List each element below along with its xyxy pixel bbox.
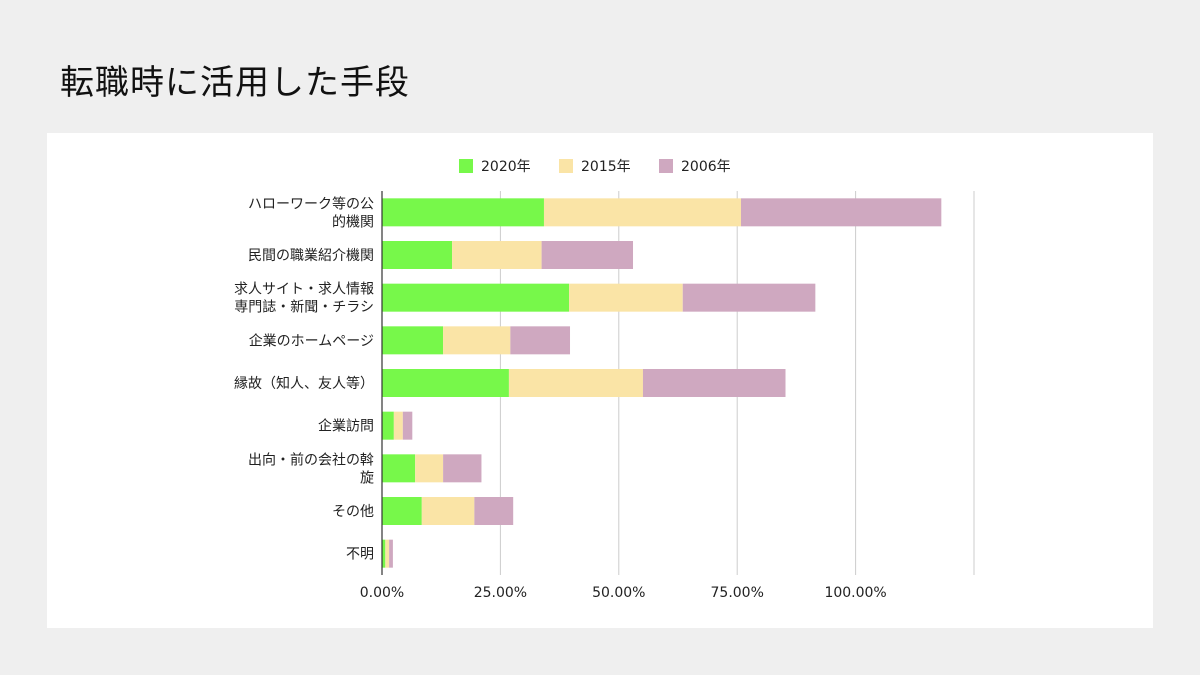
bar-segment-2 (385, 539, 390, 568)
bar-segment-3 (510, 326, 571, 355)
bar-segment-2 (543, 198, 741, 227)
category-label: 求人サイト・求人情報 (234, 282, 374, 298)
category-label: ハローワーク等の公 (248, 195, 374, 212)
category-label: 縁故（知人、友人等） (234, 375, 374, 392)
bar-segment-2 (415, 454, 444, 483)
bar-segment-2 (569, 283, 683, 312)
bar-segment-2 (443, 326, 511, 355)
bar-segment-2 (393, 411, 403, 440)
bar-segment-3 (541, 241, 634, 269)
bar-segment-1 (382, 369, 509, 397)
bar-segment-1 (382, 497, 422, 525)
category-label: その他 (332, 504, 374, 520)
chart-card: ハローワーク等の公的機関民間の職業紹介機関求人サイト・求人情報 専門誌・新聞・チラ… (47, 133, 1153, 628)
category-label: 的機関 (332, 214, 374, 230)
bar-segment-1 (382, 198, 544, 227)
bar-segment-1 (382, 539, 386, 568)
legend-swatch (459, 159, 473, 173)
category-label: 企業訪問 (318, 418, 374, 435)
legend-swatch (659, 159, 673, 173)
x-tick-label: 75.00% (711, 585, 764, 601)
bar-segment-1 (382, 326, 444, 355)
category-label: 出向・前の会社の斡 (248, 451, 374, 468)
legend-label: 2020年 (481, 159, 531, 175)
legend-label: 2006年 (681, 159, 731, 175)
category-label: 企業のホームページ (249, 332, 374, 349)
category-label: 民間の職業紹介機関 (248, 248, 374, 264)
legend-swatch (559, 159, 573, 173)
bar-segment-3 (443, 454, 482, 483)
page-title: 転職時に活用した手段 (60, 63, 410, 103)
category-label: 不明 (346, 547, 374, 563)
bar-segment-2 (452, 241, 542, 269)
bar-segment-2 (508, 369, 643, 397)
bar-segment-1 (382, 454, 416, 483)
x-tick-label: 25.00% (474, 585, 527, 601)
category-label: 専門誌・新聞・チラシ (234, 300, 374, 316)
stacked-bar-chart: ハローワーク等の公的機関民間の職業紹介機関求人サイト・求人情報専門誌・新聞・チラ… (234, 159, 975, 601)
bar-segment-3 (389, 539, 393, 568)
bar-segment-1 (382, 241, 453, 269)
bar-segment-3 (642, 369, 786, 397)
bar-segment-3 (740, 198, 942, 227)
bar-segment-1 (382, 283, 570, 312)
bar-segment-2 (421, 497, 475, 525)
x-tick-label: 50.00% (592, 585, 645, 601)
category-label: 旋 (360, 470, 374, 486)
bar-segment-3 (682, 283, 816, 312)
bar-segment-1 (382, 411, 394, 440)
bar-segment-3 (402, 411, 413, 440)
x-tick-label: 0.00% (360, 585, 404, 601)
bar-segment-3 (474, 497, 514, 525)
x-tick-label: 100.00% (824, 585, 886, 601)
legend-label: 2015年 (581, 159, 631, 175)
